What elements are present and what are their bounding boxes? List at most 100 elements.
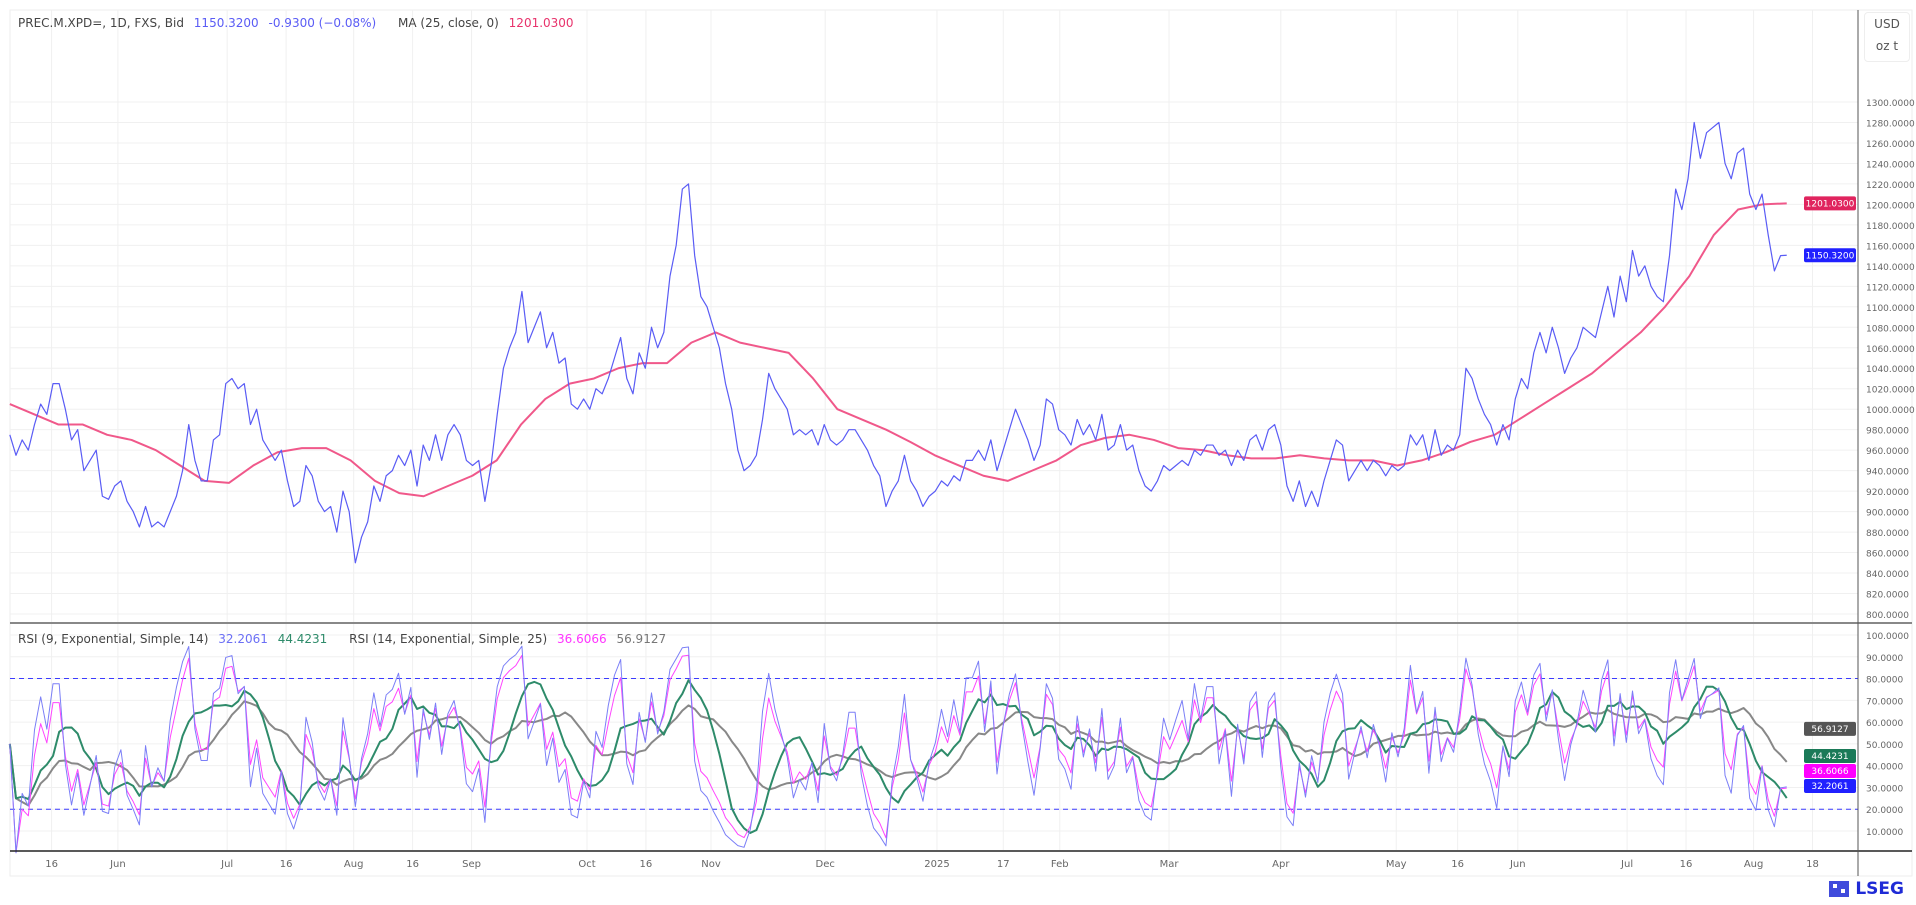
price-tick-label: 1240.0000 [1866, 160, 1915, 170]
time-tick-label: 16 [1451, 859, 1464, 870]
time-tick-label: 17 [997, 859, 1010, 870]
time-tick-label: 16 [640, 859, 653, 870]
price-tick-label: 1120.0000 [1866, 283, 1915, 293]
rsi2-tag-bg [1804, 764, 1856, 779]
price-change: -0.9300 (−0.08%) [268, 16, 377, 30]
rsi1-ma-tag: 44.4231 [1811, 752, 1848, 762]
lseg-emblem-icon [1829, 881, 1850, 897]
price-tick-label: 1040.0000 [1866, 365, 1915, 375]
time-tick-label: Dec [816, 859, 835, 870]
time-tick-label: Feb [1051, 859, 1069, 870]
price-tick-label: 880.0000 [1866, 529, 1909, 539]
price-tick-label: 1260.0000 [1866, 140, 1915, 150]
price-tick-label: 960.0000 [1866, 447, 1909, 457]
time-tick-label: Jul [220, 859, 233, 870]
time-tick-label: Jun [1509, 859, 1526, 870]
time-tick-label: Apr [1272, 859, 1290, 870]
time-tick-label: 16 [406, 859, 419, 870]
rsi-tick-label: 20.0000 [1866, 806, 1903, 816]
time-tick-label: Sep [462, 859, 481, 870]
time-tick-label: Oct [578, 859, 595, 870]
price-tick-label: 800.0000 [1866, 611, 1909, 621]
price-scales: 800.0000 820.0000 840.0000 860.0000 880.0000… [10, 10, 1915, 876]
rsi-tick-label: 50.0000 [1866, 741, 1903, 751]
time-tick-label: Aug [1744, 859, 1764, 870]
rsi1-ma-line [8, 679, 1788, 834]
price-tick-label: 1300.0000 [1866, 99, 1915, 109]
chart-frame [9, 9, 1913, 877]
rsi1-line [9, 645, 1787, 854]
rsi-tick-label: 90.0000 [1866, 654, 1903, 664]
unit-selector[interactable]: USD oz t [1864, 12, 1910, 62]
rsi-legend: RSI (9, Exponential, Simple, 14) 32.2061… [18, 632, 672, 646]
price-tick-label: 820.0000 [1866, 591, 1909, 601]
price-tick-label: 860.0000 [1866, 550, 1909, 560]
rsi-tick-label: 60.0000 [1866, 719, 1903, 729]
price-tick-label: 1000.0000 [1866, 406, 1915, 416]
rsi2-ma-value: 56.9127 [616, 632, 667, 646]
price-tick-label: 1200.0000 [1866, 201, 1915, 211]
ma-label[interactable]: MA (25, close, 0) [398, 16, 499, 30]
price-tick-label: 1060.0000 [1866, 345, 1915, 355]
price-tick-label: 1080.0000 [1866, 324, 1915, 334]
rsi1-tag-bg [1804, 779, 1856, 794]
price-tick-label: 980.0000 [1866, 427, 1909, 437]
time-tick-label: Aug [344, 859, 364, 870]
time-tick-label: Mar [1160, 859, 1180, 870]
rsi1-ma-value: 44.4231 [277, 632, 328, 646]
last-price-tag-bg [1804, 248, 1856, 263]
logo-text: LSEG [1855, 879, 1904, 899]
time-tick-label: 16 [45, 859, 58, 870]
rsi1-tag: 32.2061 [1811, 782, 1848, 792]
price-tick-label: 1160.0000 [1866, 242, 1915, 252]
price-tick-label: 1180.0000 [1866, 222, 1915, 232]
price-tick-label: 1220.0000 [1866, 181, 1915, 191]
rsi2-line [9, 654, 1787, 854]
rsi1-ma-tag-bg [1804, 749, 1856, 764]
rsi2-ma-tag-bg [1804, 721, 1856, 736]
price-tick-label: 900.0000 [1866, 509, 1909, 519]
time-tick-label: 18 [1806, 859, 1819, 870]
price-tick-label: 940.0000 [1866, 468, 1909, 478]
chart-marks [8, 121, 1858, 854]
rsi1-value: 32.2061 [218, 632, 268, 646]
price-line [9, 121, 1787, 564]
currency-label: USD [1874, 17, 1900, 31]
rsi-tick-label: 40.0000 [1866, 763, 1903, 773]
time-tick-label: 16 [1680, 859, 1693, 870]
ma-value-tag: 1201.0300 [1806, 199, 1855, 209]
rsi2-tag: 36.6066 [1811, 767, 1848, 777]
rsi-tick-label: 100.0000 [1866, 632, 1909, 642]
last-price-tag: 1150.3200 [1806, 251, 1855, 261]
price-tick-label: 840.0000 [1866, 570, 1909, 580]
price-legend: PREC.M.XPD=, 1D, FXS, Bid 1150.3200 -0.9… [18, 16, 580, 30]
ma-value-tag-bg [1804, 196, 1856, 211]
unit-label: oz t [1875, 39, 1899, 53]
rsi-tick-label: 30.0000 [1866, 784, 1903, 794]
ma-line [9, 202, 1787, 498]
price-tick-label: 1280.0000 [1866, 119, 1915, 129]
ma-value: 1201.0300 [508, 16, 574, 30]
rsi-tick-label: 10.0000 [1866, 828, 1903, 838]
time-tick-label: Jul [1620, 859, 1633, 870]
rsi2-label[interactable]: RSI (14, Exponential, Simple, 25) [349, 632, 548, 646]
time-tick-label: 2025 [924, 859, 949, 870]
symbol-label[interactable]: PREC.M.XPD=, 1D, FXS, Bid [18, 16, 184, 30]
rsi1-label[interactable]: RSI (9, Exponential, Simple, 14) [18, 632, 209, 646]
time-tick-label: Jun [109, 859, 126, 870]
time-tick-label: 16 [280, 859, 293, 870]
time-tick-label: Nov [701, 859, 721, 870]
rsi-tick-label: 70.0000 [1866, 697, 1903, 707]
price-tick-label: 1140.0000 [1866, 263, 1915, 273]
rsi2-value: 36.6066 [557, 632, 607, 646]
price-tick-label: 920.0000 [1866, 488, 1909, 498]
last-price: 1150.3200 [193, 16, 259, 30]
grid [9, 9, 1913, 877]
price-tick-label: 1100.0000 [1866, 304, 1915, 314]
price-tick-label: 1020.0000 [1866, 386, 1915, 396]
rsi-tick-label: 80.0000 [1866, 676, 1903, 686]
time-tick-label: May [1386, 859, 1407, 870]
rsi2-ma-tag: 56.9127 [1811, 725, 1848, 735]
lseg-logo: LSEG [1827, 879, 1904, 899]
